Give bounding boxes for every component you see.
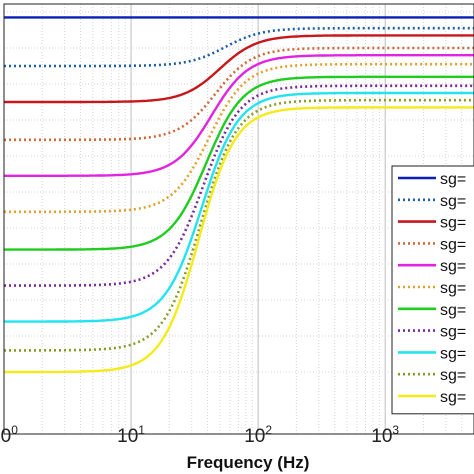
series-line-9 [4,91,474,323]
grid [3,4,474,434]
x-tick-exponent: 2 [265,423,272,437]
x-tick-label: 100 [0,423,18,447]
legend-label-4: sg= [440,236,466,253]
legend-label-11: sg= [440,389,466,406]
legend-label-6: sg= [440,280,466,297]
x-tick-exponent: 3 [392,423,399,437]
legend: sg= sg= sg= sg= sg= sg= sg= sg= sg= sg= sg= [391,165,474,415]
x-tick-exponent: 1 [138,423,145,437]
legend-label-1: sg= [440,171,466,188]
x-tick-base: 10 [371,426,392,447]
series-line-7 [4,75,474,251]
plot-frame [3,3,474,435]
series-lines [4,16,474,374]
legend-label-7: sg= [440,302,466,319]
x-tick-labels: 100101102103 [0,423,399,447]
series-line-3 [4,34,474,104]
legend-label-10: sg= [440,367,466,384]
x-tick-base: 10 [244,426,265,447]
x-tick-label: 103 [371,423,399,447]
series-line-10 [4,98,474,352]
legend-label-8: sg= [440,324,466,341]
series-line-8 [4,84,474,287]
legend-label-9: sg= [440,345,466,362]
x-axis-label: Frequency (Hz) [187,453,310,472]
x-tick-label: 101 [117,423,145,447]
x-tick-base: 10 [117,426,138,447]
legend-label-3: sg= [440,215,466,232]
legend-label-2: sg= [440,193,466,210]
series-line-6 [4,62,474,214]
x-tick-base: 10 [0,426,11,447]
series-line-11 [4,106,474,374]
legend-label-5: sg= [440,258,466,275]
legend-box [391,165,474,415]
series-line-5 [4,54,474,178]
x-tick-exponent: 0 [11,423,18,437]
x-tick-label: 102 [244,423,272,447]
